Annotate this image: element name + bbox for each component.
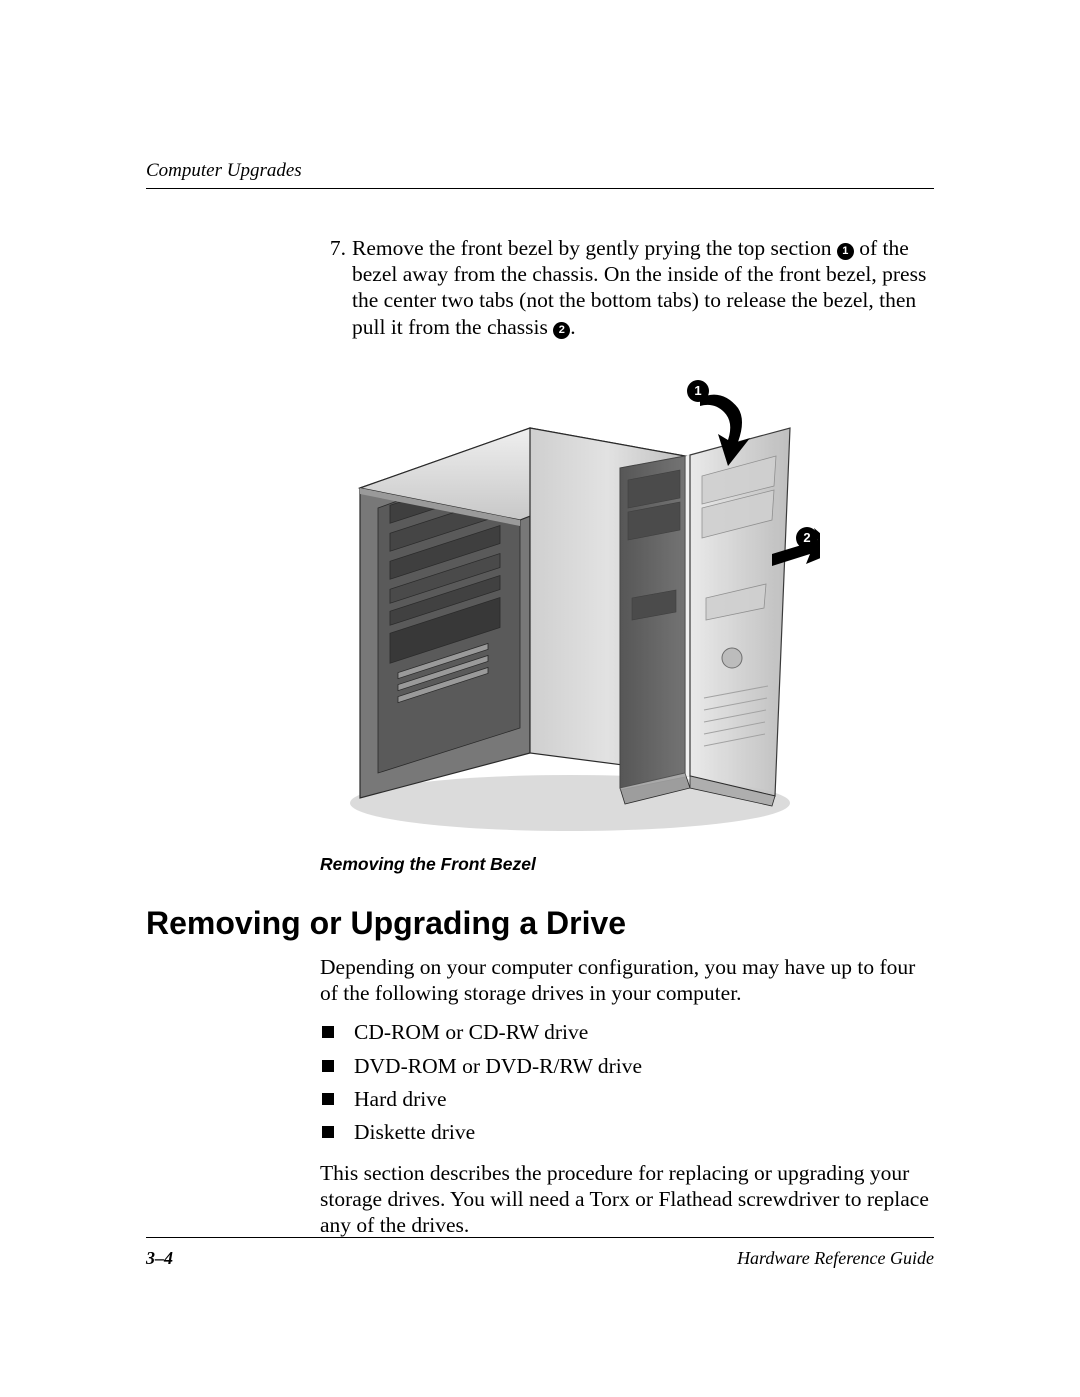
footer-page-number: 3–4 [146, 1248, 173, 1269]
callout-1-inline: 1 [837, 243, 854, 260]
step-text-3: . [570, 315, 575, 339]
footer-doc-title: Hardware Reference Guide [737, 1248, 934, 1269]
footer-rule [146, 1237, 934, 1238]
header-rule [146, 188, 934, 189]
step-number: 7. [320, 235, 346, 340]
section-heading: Removing or Upgrading a Drive [146, 905, 934, 942]
figure-front-bezel: 1 2 [320, 358, 820, 838]
list-item: Hard drive [320, 1083, 934, 1116]
section-intro: Depending on your computer configuration… [320, 954, 934, 1006]
figure-callout-2: 2 [796, 527, 818, 549]
callout-2-inline: 2 [553, 322, 570, 339]
section-outro: This section describes the procedure for… [320, 1160, 934, 1239]
drive-list: CD-ROM or CD-RW drive DVD-ROM or DVD-R/R… [320, 1016, 934, 1149]
list-item: CD-ROM or CD-RW drive [320, 1016, 934, 1049]
list-item: Diskette drive [320, 1116, 934, 1149]
list-item: DVD-ROM or DVD-R/RW drive [320, 1050, 934, 1083]
step-text-1: Remove the front bezel by gently prying … [352, 236, 837, 260]
step-7: 7. Remove the front bezel by gently pryi… [320, 235, 934, 340]
running-head: Computer Upgrades [146, 160, 934, 182]
figure-callout-1: 1 [687, 380, 709, 402]
figure-svg [320, 358, 820, 838]
step-text: Remove the front bezel by gently prying … [352, 235, 934, 340]
figure-caption: Removing the Front Bezel [320, 854, 820, 875]
